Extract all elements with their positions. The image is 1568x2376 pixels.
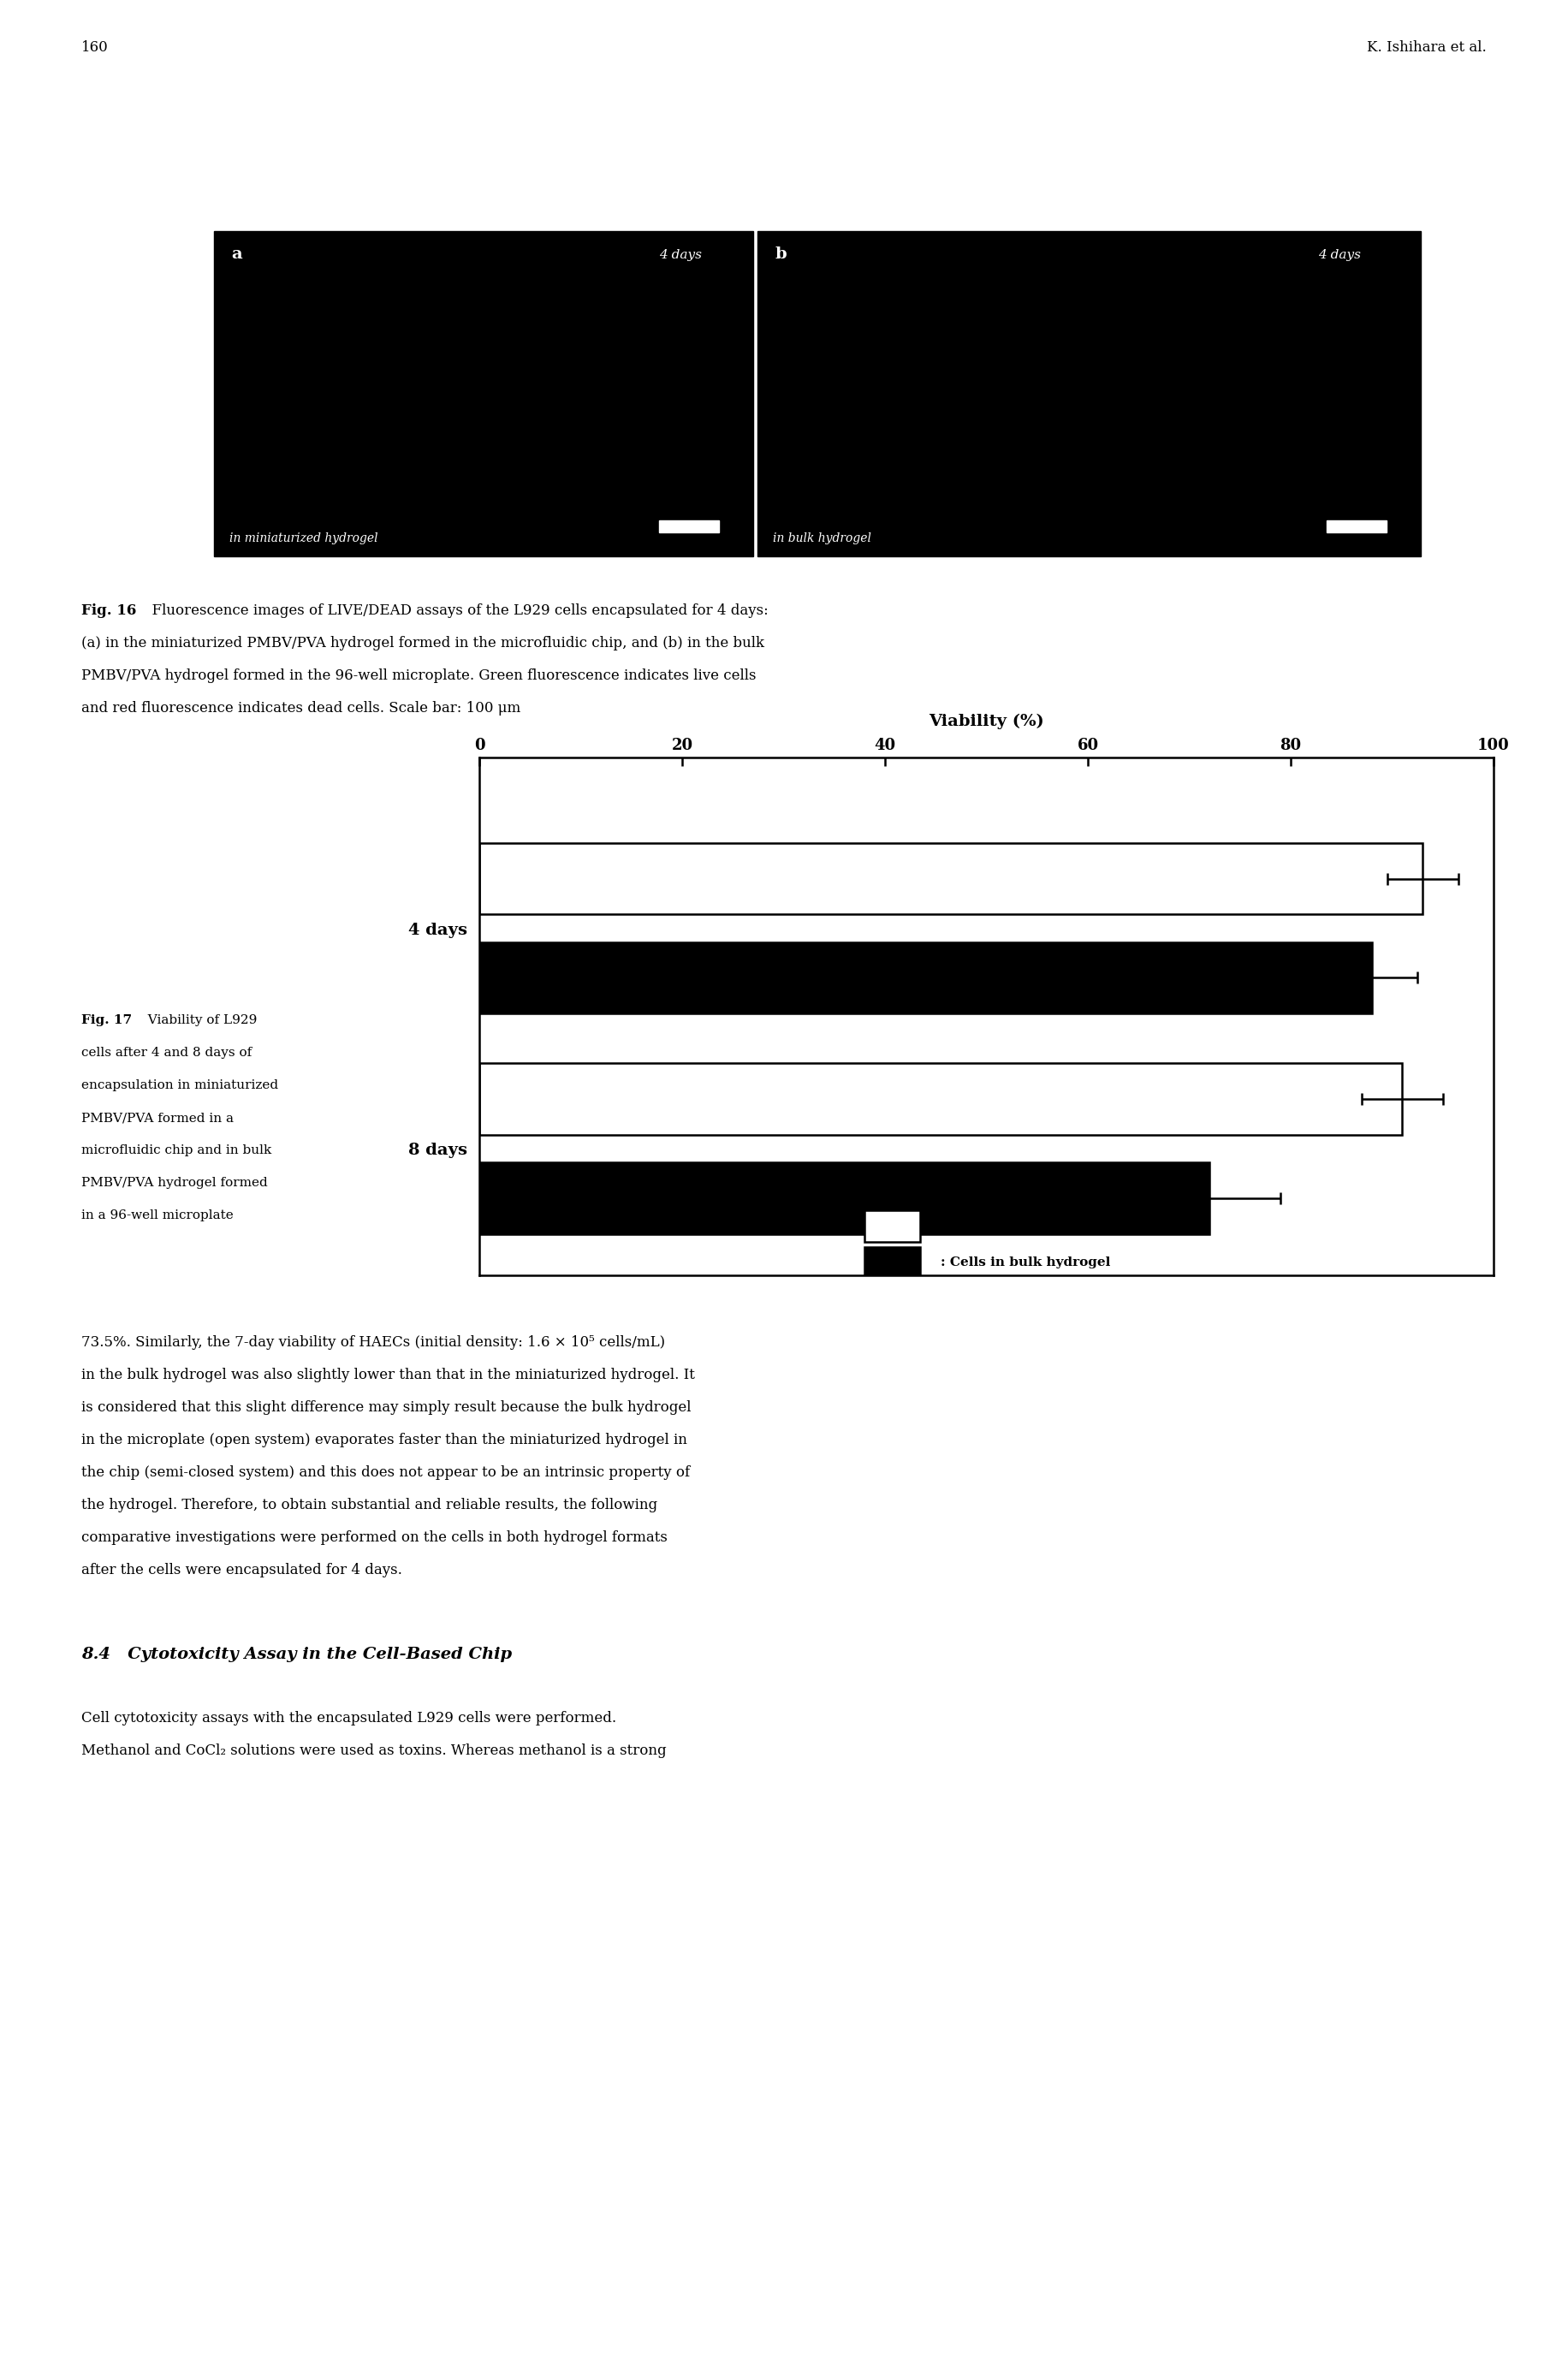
Text: Cell cytotoxicity assays with the encapsulated L929 cells were performed.: Cell cytotoxicity assays with the encaps…: [82, 1711, 616, 1725]
Text: Fluorescence images of LIVE/DEAD assays of the L929 cells encapsulated for 4 day: Fluorescence images of LIVE/DEAD assays …: [143, 604, 768, 618]
Text: Fig. 16: Fig. 16: [82, 604, 136, 618]
Text: in the microplate (open system) evaporates faster than the miniaturized hydrogel: in the microplate (open system) evaporat…: [82, 1433, 687, 1447]
Text: PMBV/PVA hydrogel formed in the 96-well microplate. Green fluorescence indicates: PMBV/PVA hydrogel formed in the 96-well …: [82, 668, 756, 682]
Bar: [864, 1247, 920, 1278]
Bar: [480, 941, 1372, 1015]
Text: in miniaturized hydrogel: in miniaturized hydrogel: [229, 532, 378, 544]
Text: : Cells in bulk hydrogel: : Cells in bulk hydrogel: [941, 1257, 1110, 1269]
X-axis label: Viability (%): Viability (%): [928, 713, 1044, 729]
Text: microfluidic chip and in bulk: microfluidic chip and in bulk: [82, 1145, 271, 1157]
Text: b: b: [775, 247, 786, 261]
Text: after the cells were encapsulated for 4 days.: after the cells were encapsulated for 4 …: [82, 1563, 401, 1578]
Text: K. Ishihara et al.: K. Ishihara et al.: [1367, 40, 1486, 55]
Text: 8.4   Cytotoxicity Assay in the Cell-Based Chip: 8.4 Cytotoxicity Assay in the Cell-Based…: [82, 1647, 511, 1663]
Text: the chip (semi-closed system) and this does not appear to be an intrinsic proper: the chip (semi-closed system) and this d…: [82, 1466, 690, 1480]
Text: 4 days: 4 days: [659, 249, 702, 261]
Text: is considered that this slight difference may simply result because the bulk hyd: is considered that this slight differenc…: [82, 1399, 691, 1414]
Bar: [480, 843, 1422, 915]
Text: in bulk hydrogel: in bulk hydrogel: [773, 532, 872, 544]
Text: comparative investigations were performed on the cells in both hydrogel formats: comparative investigations were performe…: [82, 1530, 668, 1544]
Text: Fig. 17: Fig. 17: [82, 1015, 132, 1026]
Text: 73.5%. Similarly, the 7-day viability of HAECs (initial density: 1.6 × 10⁵ cells: 73.5%. Similarly, the 7-day viability of…: [82, 1335, 665, 1350]
Text: a: a: [230, 247, 241, 261]
Bar: [659, 520, 720, 532]
Bar: [480, 1062, 1402, 1136]
Text: 160: 160: [82, 40, 108, 55]
Text: and red fluorescence indicates dead cells. Scale bar: 100 μm: and red fluorescence indicates dead cell…: [82, 701, 521, 715]
Text: in the bulk hydrogel was also slightly lower than that in the miniaturized hydro: in the bulk hydrogel was also slightly l…: [82, 1369, 695, 1383]
Bar: [1327, 520, 1386, 532]
Bar: [213, 230, 753, 556]
Text: cells after 4 and 8 days of: cells after 4 and 8 days of: [82, 1048, 252, 1060]
Text: PMBV/PVA hydrogel formed: PMBV/PVA hydrogel formed: [82, 1176, 268, 1188]
Text: encapsulation in miniaturized: encapsulation in miniaturized: [82, 1079, 278, 1091]
Text: 4 days: 4 days: [1319, 249, 1361, 261]
Text: (a) in the miniaturized PMBV/PVA hydrogel formed in the microfluidic chip, and (: (a) in the miniaturized PMBV/PVA hydroge…: [82, 637, 764, 651]
Text: PMBV/PVA formed in a: PMBV/PVA formed in a: [82, 1112, 234, 1124]
Bar: [757, 230, 1421, 556]
Text: the hydrogel. Therefore, to obtain substantial and reliable results, the followi: the hydrogel. Therefore, to obtain subst…: [82, 1497, 657, 1514]
Bar: [480, 1162, 1209, 1233]
Bar: [864, 1212, 920, 1243]
Text: : Cells in miniaturized hydrogel: : Cells in miniaturized hydrogel: [941, 1221, 1171, 1233]
Text: Methanol and CoCl₂ solutions were used as toxins. Whereas methanol is a strong: Methanol and CoCl₂ solutions were used a…: [82, 1744, 666, 1758]
Text: in a 96-well microplate: in a 96-well microplate: [82, 1209, 234, 1221]
Text: Viability of L929: Viability of L929: [140, 1015, 257, 1026]
